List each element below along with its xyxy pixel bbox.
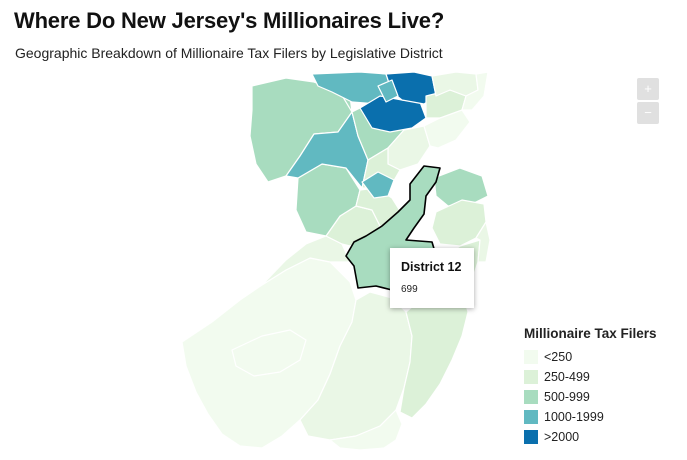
district-tooltip: District 12 699 [390,248,474,308]
legend-item: 1000-1999 [524,407,657,427]
legend-item: <250 [524,347,657,367]
tooltip-district-name: District 12 [401,260,462,274]
legend-swatch [524,370,538,384]
legend-label: 1000-1999 [544,410,604,424]
district-cape[interactable] [329,409,403,451]
legend-swatch [524,390,538,404]
legend-label: 250-499 [544,370,590,384]
legend-label: 500-999 [544,390,590,404]
legend-label: >2000 [544,430,580,444]
district-bergen-east[interactable] [377,79,399,103]
page-subtitle: Geographic Breakdown of Millionaire Tax … [15,45,443,61]
legend-item: 500-999 [524,387,657,407]
legend-swatch [524,350,538,364]
district-southwest-b[interactable] [231,329,307,377]
page-title: Where Do New Jersey's Millionaires Live? [14,8,445,33]
district-somerset[interactable] [361,171,395,199]
legend-item: >2000 [524,427,657,447]
legend: Millionaire Tax Filers <250 250-499 500-… [524,326,657,447]
district-central-west[interactable] [261,235,351,286]
tooltip-value: 699 [401,284,418,295]
legend-title: Millionaire Tax Filers [524,326,657,341]
district-south-coast[interactable] [399,289,469,419]
legend-swatch [524,430,538,444]
district-hudson-south[interactable] [423,109,471,149]
district-northeast-b[interactable] [461,71,489,111]
district-monmouth-east[interactable] [475,221,491,263]
district-northeast-a[interactable] [431,71,479,97]
district-monmouth-north[interactable] [433,167,489,207]
zoom-out-button[interactable]: − [637,102,659,124]
legend-label: <250 [544,350,573,364]
legend-swatch [524,410,538,424]
legend-item: 250-499 [524,367,657,387]
zoom-in-button[interactable]: + [637,78,659,100]
